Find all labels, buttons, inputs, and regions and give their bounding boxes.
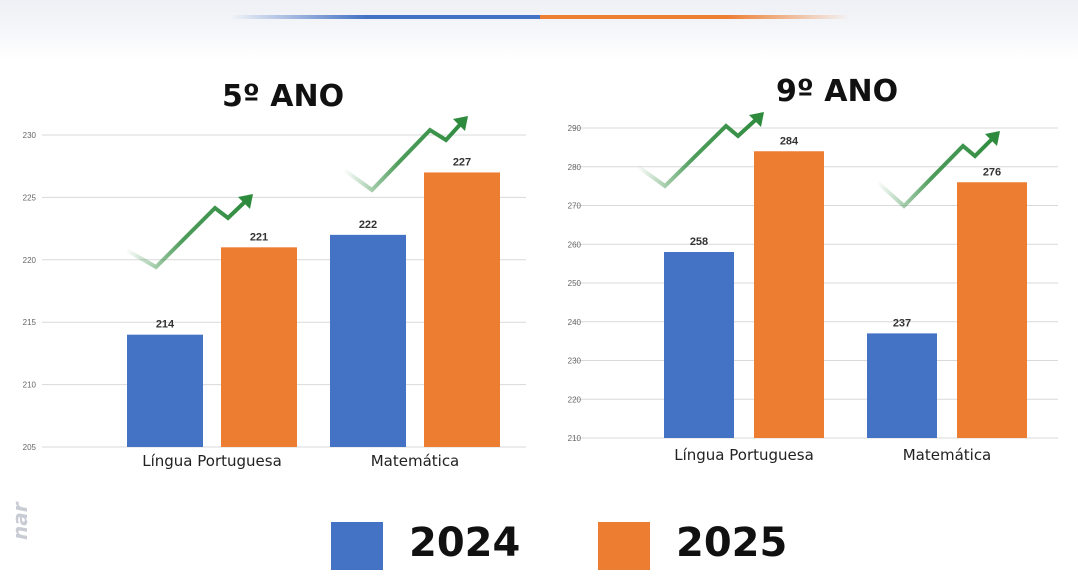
- bar-2024-9-ano: [664, 252, 734, 438]
- y-tick-label: 270: [568, 202, 582, 211]
- data-label: 214: [156, 319, 175, 331]
- x-category-label: Língua Portuguesa: [142, 452, 282, 470]
- trend-up-arrow-icon: [635, 112, 764, 189]
- y-tick-label: 225: [23, 193, 37, 202]
- bar-2024-5-ano: [330, 234, 406, 447]
- y-tick-label: 230: [23, 131, 37, 140]
- y-tick-label: 210: [568, 434, 582, 443]
- trend-arrow-head-icon: [238, 194, 253, 209]
- y-tick-label: 220: [568, 395, 582, 404]
- bar-2025-5-ano: [221, 247, 297, 447]
- trend-up-arrow-icon: [125, 194, 253, 270]
- y-tick-label: 240: [568, 318, 582, 327]
- y-tick-label: 220: [23, 256, 37, 265]
- bar-2024-5-ano: [127, 334, 203, 447]
- chart-title-5-ano: 5º ANO: [222, 79, 345, 114]
- data-label: 237: [893, 317, 911, 329]
- watermark-logo: nar: [8, 502, 32, 540]
- bar-2025-9-ano: [957, 182, 1027, 438]
- header-accent-line: [230, 15, 850, 19]
- data-label: 258: [690, 236, 708, 248]
- y-tick-label: 280: [568, 163, 582, 172]
- bar-2025-9-ano: [754, 151, 824, 438]
- x-category-label: Língua Portuguesa: [674, 446, 814, 464]
- data-label: 227: [453, 156, 471, 168]
- y-tick-label: 250: [568, 279, 582, 288]
- trend-up-arrow-icon: [875, 131, 1000, 209]
- data-label: 276: [983, 166, 1001, 178]
- x-category-label: Matemática: [903, 446, 992, 464]
- trend-arrow-head-icon: [749, 112, 764, 127]
- bar-2024-9-ano: [867, 333, 937, 438]
- y-tick-label: 210: [23, 381, 37, 390]
- data-label: 284: [780, 135, 799, 147]
- y-tick-label: 230: [568, 357, 582, 366]
- data-label: 221: [250, 231, 268, 243]
- chart-title-9-ano: 9º ANO: [776, 74, 899, 109]
- data-label: 222: [359, 219, 377, 231]
- trend-up-arrow-icon: [342, 116, 468, 193]
- y-tick-label: 290: [568, 124, 582, 133]
- header-band: [0, 0, 1078, 60]
- trend-arrow-head-icon: [453, 116, 468, 131]
- y-tick-label: 215: [23, 318, 37, 327]
- x-category-label: Matemática: [371, 452, 460, 470]
- bar-2025-5-ano: [424, 172, 500, 447]
- trend-arrow-head-icon: [985, 131, 1000, 146]
- y-tick-label: 260: [568, 240, 582, 249]
- y-tick-label: 205: [23, 443, 37, 452]
